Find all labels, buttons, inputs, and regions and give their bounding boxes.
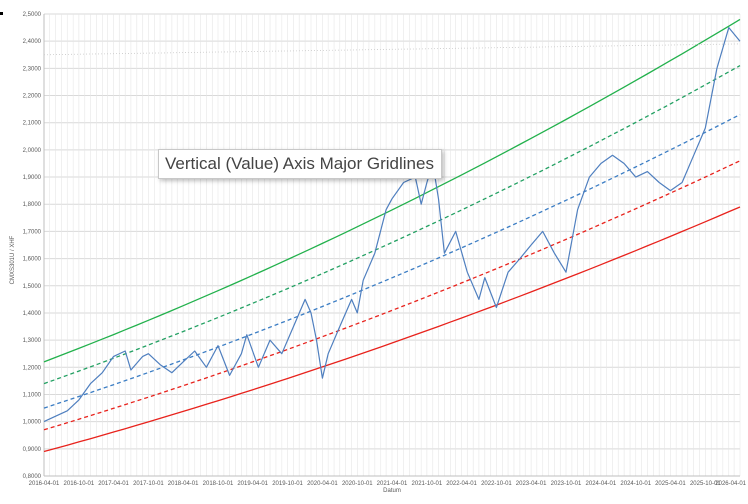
y-tick-label: 1,6000 [23, 257, 42, 263]
y-tick-label: 2,2000 [23, 94, 42, 100]
x-axis-title: Datum [383, 488, 401, 494]
y-tick-label: 1,9000 [23, 175, 42, 181]
series-line-upper-solid[interactable] [43, 18, 741, 363]
x-tick-label: 2022-04-01 [446, 481, 477, 487]
y-tick-label: 1,2000 [23, 365, 42, 371]
x-tick-label: 2022-10-01 [481, 481, 512, 487]
y-tick-label: 1,1000 [23, 392, 42, 398]
x-tick-label: 2017-10-01 [133, 481, 164, 487]
x-tick-label: 2020-10-01 [342, 481, 373, 487]
x-tick-label: 2018-10-01 [203, 481, 234, 487]
corner-marker [0, 12, 3, 15]
y-tick-label: 2,3000 [23, 66, 42, 72]
x-tick-label: 2019-10-01 [272, 481, 303, 487]
x-tick-label: 2025-10-01 [690, 481, 721, 487]
series-line-lower-solid[interactable] [43, 206, 741, 453]
y-tick-label: 2,0000 [23, 148, 42, 154]
y-axis-title: CMXS301U / XHF [10, 235, 16, 284]
y-tick-label: 0,8000 [23, 474, 42, 480]
x-tick-label: 2016-10-01 [64, 481, 95, 487]
x-tick-label: 2024-04-01 [586, 481, 617, 487]
y-tick-label: 2,4000 [23, 39, 42, 45]
y-tick-label: 2,5000 [23, 12, 42, 18]
series-line-price[interactable] [43, 27, 741, 423]
y-tick-label: 1,0000 [23, 420, 42, 426]
y-tick-label: 0,9000 [23, 447, 42, 453]
x-tick-label: 2016-04-01 [29, 481, 60, 487]
x-tick-label: 2025-04-01 [655, 481, 686, 487]
y-tick-label: 1,7000 [23, 229, 42, 235]
x-tick-label: 2020-04-01 [307, 481, 338, 487]
x-tick-label: 2018-04-01 [168, 481, 199, 487]
x-tick-label: 2023-10-01 [551, 481, 582, 487]
series-layer [43, 18, 741, 453]
x-tick-label: 2021-10-01 [412, 481, 443, 487]
y-tick-label: 2,1000 [23, 121, 42, 127]
x-tick-label: 2026-04-01 [715, 481, 746, 487]
tooltip-text: Vertical (Value) Axis Major Gridlines [165, 154, 434, 173]
series-line-dotted[interactable] [43, 43, 741, 56]
x-tick-label: 2023-04-01 [516, 481, 547, 487]
y-tick-label: 1,8000 [23, 202, 42, 208]
y-tick-label: 1,5000 [23, 284, 42, 290]
x-axis-ticks: 2016-04-01 2016-10-01 2017-04-01 2017-10-01… [29, 481, 747, 487]
gridlines[interactable] [43, 13, 741, 477]
y-axis-ticks: 0,8000 0,9000 1,0000 1,1000 1,2000 1,3000 1,40… [23, 12, 42, 480]
series-line-mid-dashed[interactable] [43, 114, 741, 409]
series-line-lower-dashed[interactable] [43, 160, 741, 431]
x-tick-label: 2017-04-01 [98, 481, 129, 487]
x-tick-label: 2019-04-01 [237, 481, 268, 487]
y-tick-label: 1,3000 [23, 338, 42, 344]
x-tick-label: 2024-10-01 [620, 481, 651, 487]
x-tick-label: 2021-04-01 [377, 481, 408, 487]
y-tick-label: 1,4000 [23, 311, 42, 317]
tooltip: Vertical (Value) Axis Major Gridlines [158, 149, 442, 179]
